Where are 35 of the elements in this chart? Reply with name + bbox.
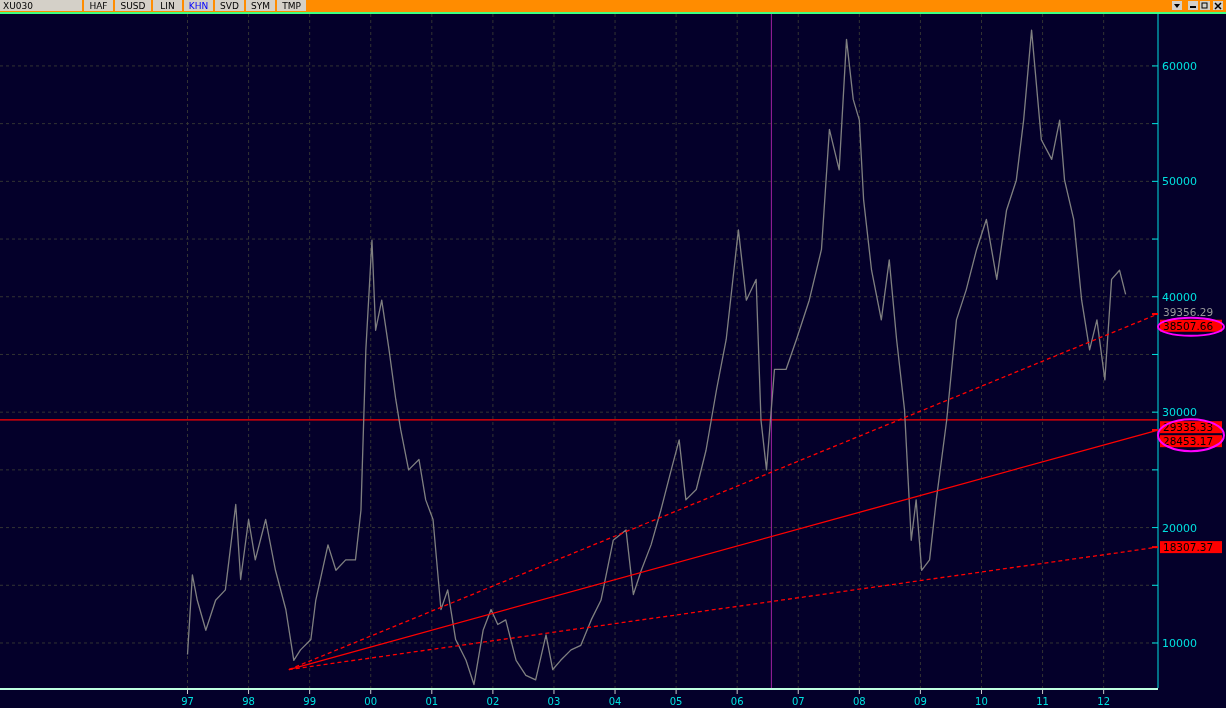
x-tick-label: 02: [486, 696, 500, 707]
y-tick-label: 20000: [1162, 521, 1197, 535]
x-tick-label: 97: [181, 696, 194, 707]
y-tick-label: 40000: [1162, 290, 1197, 304]
text: HAF: [89, 1, 108, 11]
text: LIN: [160, 1, 175, 11]
x-tick-label: 10: [975, 696, 988, 707]
data-label: 18307.37: [1163, 541, 1214, 554]
x-tick-label: 00: [364, 696, 378, 707]
y-tick-label: 10000: [1162, 636, 1197, 650]
x-tick-label: 09: [914, 696, 927, 707]
text: SVD: [220, 1, 239, 11]
x-tick-label: 98: [242, 696, 255, 707]
x-tick-label: 05: [669, 696, 683, 707]
x-tick-label: 01: [425, 696, 439, 707]
text: KHN: [188, 1, 209, 11]
x-tick-label: 11: [1036, 696, 1049, 707]
x-tick-label: 08: [852, 696, 866, 707]
x-tick-label: 04: [608, 696, 622, 707]
x-tick-label: 12: [1097, 696, 1111, 707]
x-tick-label: 99: [303, 696, 317, 707]
x-tick-label: 03: [547, 696, 561, 707]
x-tick-label: 07: [791, 696, 805, 707]
y-tick-label: 50000: [1162, 175, 1197, 189]
ref-line-label: 29335.33: [1163, 421, 1214, 434]
y-tick-label: 30000: [1162, 406, 1197, 420]
x-tick-label: 06: [730, 696, 744, 707]
chart-title: XU030: [3, 1, 34, 11]
y-tick-label: 60000: [1162, 59, 1197, 73]
text: SYM: [251, 1, 270, 11]
text: 39356.29: [1163, 305, 1214, 318]
text: TMP: [281, 1, 302, 11]
data-label: 38507.66: [1163, 319, 1214, 332]
text: SUSD: [120, 1, 146, 11]
data-label: 28453.17: [1163, 435, 1214, 448]
